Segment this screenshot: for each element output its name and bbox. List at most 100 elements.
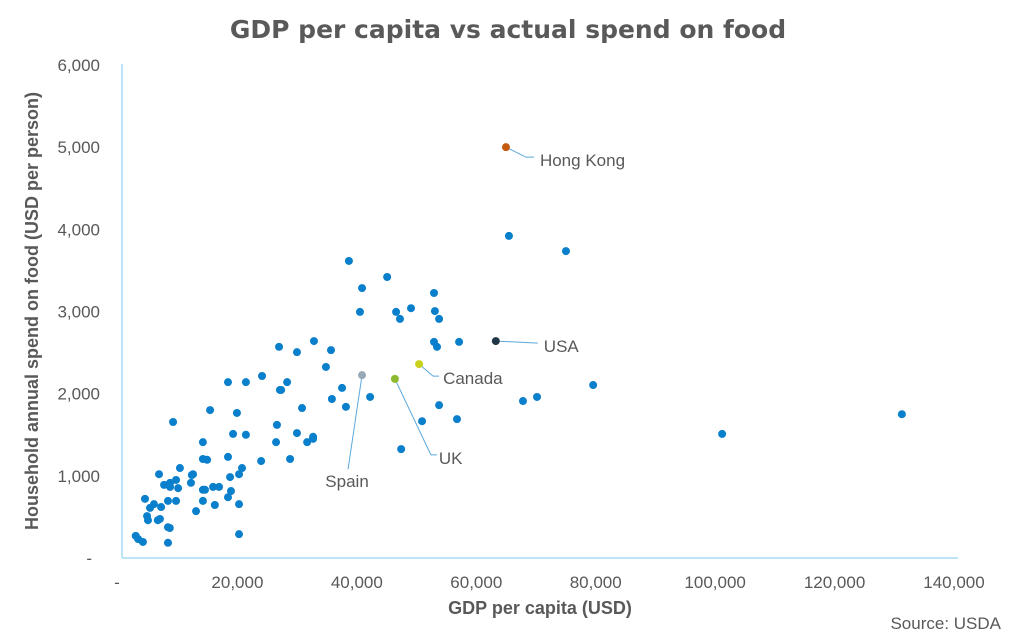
- data-point: [166, 482, 175, 491]
- x-tick-label: 120,000: [804, 573, 865, 592]
- data-point: [206, 406, 215, 415]
- highlight-hong-kong: Hong Kong: [501, 143, 625, 170]
- highlighted-point: [491, 337, 500, 346]
- data-point: [229, 429, 238, 438]
- data-point: [303, 438, 312, 447]
- data-point: [383, 272, 392, 281]
- highlighted-points: Hong Kong USA Canada UK Spain: [325, 143, 625, 491]
- data-point: [223, 378, 232, 387]
- x-tick-label: 20,000: [211, 573, 263, 592]
- data-point: [163, 538, 172, 547]
- data-point: [223, 493, 232, 502]
- data-point: [192, 507, 201, 516]
- data-point: [292, 429, 301, 438]
- data-point: [232, 408, 241, 417]
- data-point: [435, 314, 444, 323]
- data-point: [452, 415, 461, 424]
- leader-line: [505, 146, 534, 158]
- highlighted-point: [501, 143, 510, 152]
- data-point: [309, 434, 318, 443]
- x-tick-label: 40,000: [331, 573, 383, 592]
- data-point: [533, 392, 542, 401]
- data-point: [589, 381, 598, 390]
- x-tick-labels: - 20,000 40,000 60,000 80,000 100,000 120,000 1…: [114, 573, 985, 592]
- data-point: [358, 284, 367, 293]
- data-point: [455, 337, 464, 346]
- highlight-canada: Canada: [415, 360, 503, 388]
- annotation-label: Hong Kong: [540, 151, 625, 170]
- highlighted-point: [358, 371, 367, 380]
- annotation-label: USA: [544, 337, 580, 356]
- data-point: [397, 445, 406, 454]
- data-point: [157, 503, 166, 512]
- data-point: [198, 496, 207, 505]
- annotation-label: Canada: [443, 369, 503, 388]
- data-point: [241, 378, 250, 387]
- data-point: [172, 496, 181, 505]
- data-point: [432, 342, 441, 351]
- data-point: [210, 501, 219, 510]
- data-point: [395, 314, 404, 323]
- highlight-usa: USA: [491, 337, 580, 356]
- data-point: [504, 231, 513, 240]
- data-point: [344, 256, 353, 265]
- data-point: [355, 307, 364, 316]
- data-point: [189, 470, 198, 479]
- y-tick-label: 3,000: [57, 303, 100, 322]
- highlight-uk: UK: [390, 374, 463, 468]
- source-note: Source: USDA: [890, 614, 1001, 633]
- data-point: [418, 417, 427, 426]
- data-point: [298, 404, 307, 413]
- annotation-label: UK: [439, 449, 463, 468]
- leader-line: [418, 363, 440, 377]
- y-axis-title: Household annual spend on food (USD per …: [22, 92, 42, 530]
- data-point: [327, 395, 336, 404]
- data-point: [435, 401, 444, 410]
- data-point: [338, 383, 347, 392]
- data-point: [561, 247, 570, 256]
- data-point: [138, 537, 147, 546]
- y-tick-label: 5,000: [57, 138, 100, 157]
- data-point: [146, 503, 155, 512]
- data-point: [292, 348, 301, 357]
- data-point: [201, 485, 210, 494]
- annotation-label: Spain: [325, 472, 368, 491]
- data-point: [283, 378, 292, 387]
- data-point: [203, 455, 212, 464]
- data-point: [172, 475, 181, 484]
- data-point: [321, 362, 330, 371]
- data-point: [226, 487, 235, 496]
- data-point: [174, 484, 183, 493]
- data-point: [897, 410, 906, 419]
- data-point: [235, 530, 244, 539]
- highlight-spain: Spain: [325, 371, 369, 491]
- data-point: [327, 346, 335, 355]
- data-points: [131, 231, 906, 547]
- data-point: [718, 429, 727, 438]
- leader-line: [347, 375, 363, 470]
- x-tick-label: -: [114, 573, 120, 592]
- data-point: [341, 402, 350, 411]
- y-tick-label: 2,000: [57, 385, 100, 404]
- x-tick-label: 80,000: [570, 573, 622, 592]
- data-point: [309, 337, 318, 346]
- data-point: [165, 524, 174, 533]
- data-point: [275, 385, 284, 394]
- data-point: [235, 470, 244, 479]
- y-tick-label: 4,000: [57, 220, 100, 239]
- chart-title: GDP per capita vs actual spend on food: [230, 15, 786, 44]
- data-point: [238, 464, 247, 473]
- data-point: [366, 392, 375, 401]
- data-point: [175, 464, 184, 473]
- data-point: [140, 494, 149, 503]
- x-tick-label: 60,000: [450, 573, 502, 592]
- data-point: [272, 438, 281, 447]
- data-point: [286, 454, 295, 463]
- data-point: [272, 420, 281, 429]
- leader-line: [495, 340, 538, 344]
- data-point: [235, 500, 244, 509]
- data-point: [518, 397, 527, 406]
- data-point: [143, 516, 152, 525]
- data-point: [215, 482, 224, 491]
